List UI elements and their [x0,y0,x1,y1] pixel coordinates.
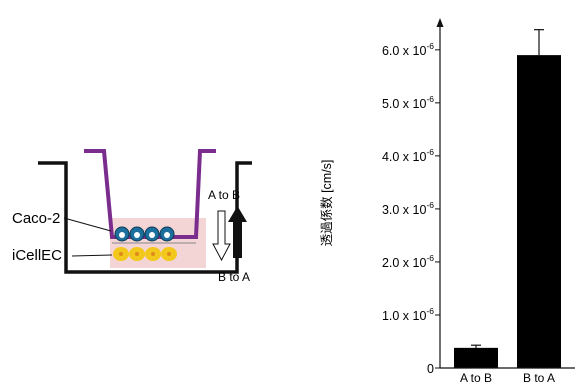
icellec-label: iCellEC [12,247,62,264]
a-to-b-label: A to B [208,188,240,202]
b-to-a-label: B to A [218,270,250,284]
y-tick-label: 2.0 x 10-6 [382,253,434,270]
a-to-b-arrow [212,210,231,262]
y-axis-label: 透過係数 [cm/s] [319,160,334,247]
caco2-label: Caco-2 [12,210,60,227]
y-axis-arrowhead [436,18,444,27]
x-category-label: B to A [523,371,555,385]
bar-a-to-b [454,347,498,368]
x-category-label: A to B [460,371,492,385]
icellec-nucleus [167,252,171,256]
x-axis-labels: A to B B to A [460,371,555,385]
icellec-leader-line [71,254,113,257]
permeability-bar-chart: 0 1.0 x 10-6 2.0 x 10-6 3.0 x 10-6 4.0 x 10-… [319,18,575,385]
y-tick-label: 0 [427,362,434,376]
caco2-cell-layer [114,226,175,242]
b-to-a-arrow [228,206,247,258]
y-tick-label: 4.0 x 10-6 [382,147,434,164]
bar-b-to-a [517,55,561,368]
well-outline [38,161,252,274]
y-tick-label: 5.0 x 10-6 [382,94,434,111]
caco2-nucleus [119,232,125,238]
y-axis-ticks: 0 1.0 x 10-6 2.0 x 10-6 3.0 x 10-6 4.0 x 10-… [382,41,440,376]
caco2-leader-line [63,217,112,232]
caco2-nucleus [164,232,170,238]
y-tick-label: 6.0 x 10-6 [382,41,434,58]
icellec-cell-layer [113,247,177,261]
icellec-nucleus [151,252,155,256]
caco2-nucleus [134,232,140,238]
icellec-nucleus [135,252,139,256]
bars [454,29,561,368]
icellec-nucleus [119,252,123,256]
y-tick-label: 3.0 x 10-6 [382,200,434,217]
transwell-diagram: Caco-2 iCellEC A to B B to A [12,149,252,284]
y-tick-label: 1.0 x 10-6 [382,306,434,323]
caco2-nucleus [149,232,155,238]
